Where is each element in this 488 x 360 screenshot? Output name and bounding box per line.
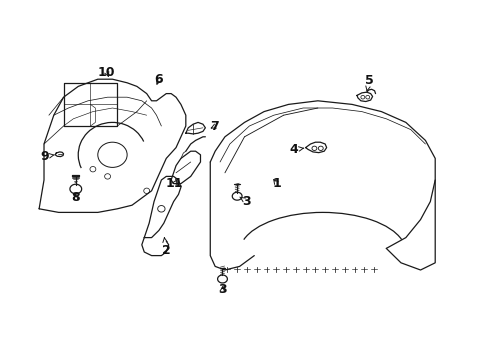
Text: 6: 6 [154, 73, 163, 86]
Text: 7: 7 [209, 120, 218, 133]
Text: 5: 5 [364, 75, 373, 91]
Text: 4: 4 [289, 143, 303, 156]
Text: 9: 9 [40, 150, 54, 163]
Text: 1: 1 [272, 177, 281, 190]
Text: 2: 2 [162, 238, 170, 257]
Text: 3: 3 [218, 283, 226, 296]
Text: 10: 10 [98, 66, 115, 78]
Text: 8: 8 [71, 191, 80, 204]
Text: 11: 11 [165, 177, 183, 190]
Text: 3: 3 [239, 195, 251, 208]
